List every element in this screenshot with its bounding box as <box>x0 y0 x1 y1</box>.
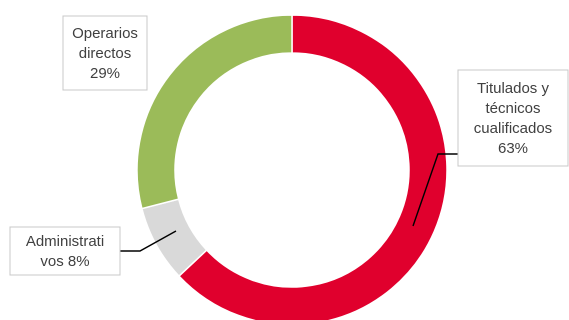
leader-line-0 <box>412 153 458 227</box>
leader-lines <box>120 153 458 252</box>
data-label-text: Operarios <box>72 25 138 42</box>
data-label-box <box>9 226 121 276</box>
data-label-text: 63% <box>498 140 528 157</box>
slice-2 <box>136 14 293 210</box>
data-label-text: 29% <box>90 65 120 82</box>
data-labels: Titulados y técnicos cualificados 63% Admini… <box>9 15 569 276</box>
data-label-1: Administrati vos 8% <box>9 226 121 276</box>
data-label-text: vos 8% <box>40 253 89 270</box>
slice-0 <box>177 14 448 320</box>
data-label-text: cualificados <box>474 120 552 137</box>
leader-line-1 <box>120 230 177 252</box>
data-label-text: Titulados y <box>477 80 549 97</box>
data-label-box <box>62 15 148 91</box>
data-label-box <box>457 69 569 167</box>
data-label-2: Operarios directos 29% <box>62 15 148 91</box>
data-label-text: directos <box>79 45 132 62</box>
slices-layer <box>136 14 448 320</box>
data-label-text: técnicos <box>485 100 540 117</box>
data-label-text: Administrati <box>26 233 104 250</box>
data-label-0: Titulados y técnicos cualificados 63% <box>457 69 569 167</box>
